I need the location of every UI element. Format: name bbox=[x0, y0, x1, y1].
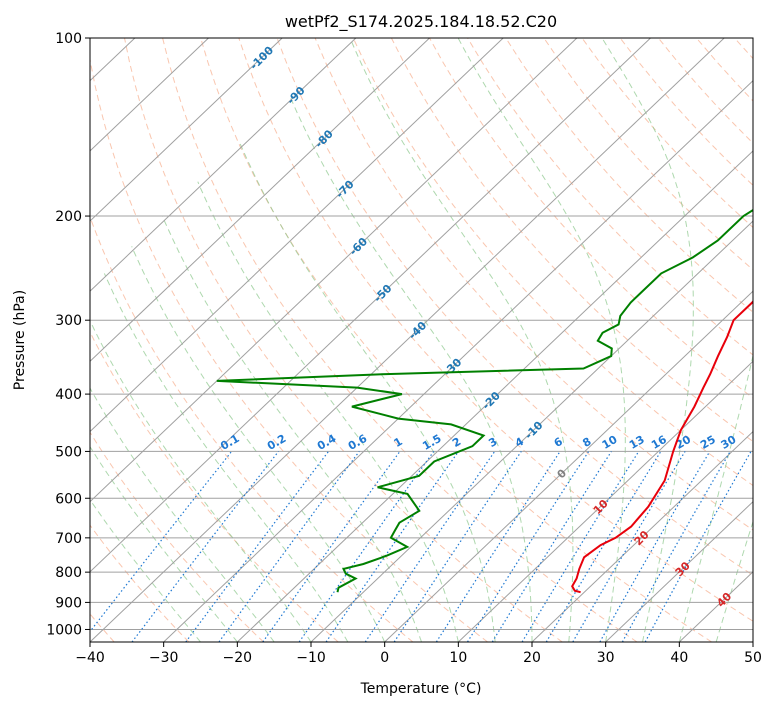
moist-adiabat bbox=[90, 319, 312, 642]
mixing-ratio-line bbox=[466, 451, 590, 642]
x-tick-label: 10 bbox=[449, 650, 467, 666]
x-tick-label: −20 bbox=[223, 650, 253, 666]
isotherm-line bbox=[236, 150, 753, 642]
mixing-ratio-line bbox=[435, 451, 561, 642]
dry-adiabat bbox=[162, 38, 638, 642]
y-tick-label: 800 bbox=[55, 565, 82, 581]
mixing-ratio-line bbox=[262, 451, 401, 642]
mixing-ratio-line bbox=[325, 451, 459, 642]
y-tick-label: 400 bbox=[55, 387, 82, 403]
dry-adiabat bbox=[505, 38, 753, 313]
x-tick-label: −40 bbox=[75, 650, 105, 666]
mixing-ratio-line bbox=[621, 451, 731, 642]
dry-adiabat bbox=[90, 56, 488, 642]
moist-adiabat bbox=[161, 215, 422, 642]
x-axis-label: Temperature (°C) bbox=[360, 681, 482, 697]
mixing-ratio-line bbox=[218, 451, 360, 642]
isotherm-line bbox=[90, 38, 651, 573]
x-axis-ticks: −40 −30 −20 −10 0 10 20 30 40 50 bbox=[75, 642, 762, 666]
x-tick-label: −30 bbox=[149, 650, 179, 666]
dry-adiabat bbox=[314, 38, 753, 531]
mixing-ratio-line bbox=[491, 451, 612, 642]
x-tick-label: −10 bbox=[296, 650, 326, 666]
y-tick-label: 500 bbox=[55, 444, 82, 460]
dry-adiabat bbox=[352, 38, 753, 487]
dry-adiabat bbox=[90, 330, 339, 642]
isotherm-line bbox=[90, 38, 578, 503]
mixing-ratio-line bbox=[393, 451, 522, 642]
plot-frame bbox=[89, 37, 754, 643]
y-tick-label: 600 bbox=[55, 491, 82, 507]
mixing-ratio-line bbox=[644, 451, 752, 642]
dry-adiabat bbox=[390, 38, 753, 443]
dry-adiabat bbox=[467, 38, 753, 356]
x-tick-label: 50 bbox=[744, 650, 762, 666]
chart-title: wetPf2_S174.2025.184.18.52.C20 bbox=[285, 12, 557, 32]
isotherm-line bbox=[163, 80, 753, 642]
moist-adiabat bbox=[601, 38, 694, 642]
isotherm-line bbox=[90, 38, 725, 642]
dewpoint-profile-line bbox=[216, 208, 753, 593]
mixing-ratio-line bbox=[521, 451, 640, 642]
y-axis-ticks: 100 200 300 400 500 600 700 800 900 1000 bbox=[46, 31, 90, 638]
y-axis-label: Pressure (hPa) bbox=[12, 290, 28, 390]
y-tick-label: 200 bbox=[55, 209, 82, 225]
x-tick-label: 20 bbox=[523, 650, 541, 666]
dry-adiabat bbox=[200, 38, 712, 642]
moist-adiabat bbox=[289, 95, 533, 642]
mixing-ratio-line bbox=[298, 451, 435, 642]
y-tick-label: 900 bbox=[55, 595, 82, 611]
y-tick-label: 300 bbox=[55, 313, 82, 329]
dry-adiabat bbox=[429, 38, 753, 399]
y-tick-label: 700 bbox=[55, 531, 82, 547]
moist-adiabat bbox=[678, 353, 753, 642]
temperature-profile-line bbox=[571, 300, 753, 594]
dry-adiabat bbox=[276, 38, 753, 576]
moist-adiabat bbox=[349, 38, 574, 642]
isotherm-line bbox=[90, 38, 357, 292]
moist-adiabat bbox=[90, 387, 275, 642]
moist-adiabat bbox=[90, 445, 238, 642]
isotherm-line bbox=[90, 38, 283, 222]
x-tick-label: 30 bbox=[597, 650, 615, 666]
isotherm-line bbox=[605, 500, 753, 642]
moist-adiabat bbox=[457, 38, 626, 642]
isotherm-line bbox=[90, 38, 504, 433]
isotherm-line bbox=[457, 360, 753, 642]
isotherm-line bbox=[310, 220, 753, 642]
mixing-ratio-line bbox=[185, 451, 329, 642]
y-tick-label: 1000 bbox=[46, 622, 82, 638]
y-tick-label: 100 bbox=[55, 31, 82, 47]
mixing-ratio-line bbox=[364, 451, 496, 642]
moist-adiabat bbox=[197, 181, 459, 642]
moist-adiabat bbox=[715, 520, 753, 642]
isotherm-line bbox=[531, 430, 753, 642]
x-tick-label: 0 bbox=[380, 650, 389, 666]
x-tick-label: 40 bbox=[670, 650, 688, 666]
isotherm-line bbox=[384, 290, 753, 642]
moist-adiabat bbox=[131, 246, 386, 642]
isotherm-line bbox=[90, 38, 209, 152]
profile-layer bbox=[216, 208, 753, 594]
isotherm-line bbox=[90, 38, 430, 363]
moist-adiabat bbox=[90, 498, 201, 642]
moist-adiabat bbox=[103, 273, 349, 642]
